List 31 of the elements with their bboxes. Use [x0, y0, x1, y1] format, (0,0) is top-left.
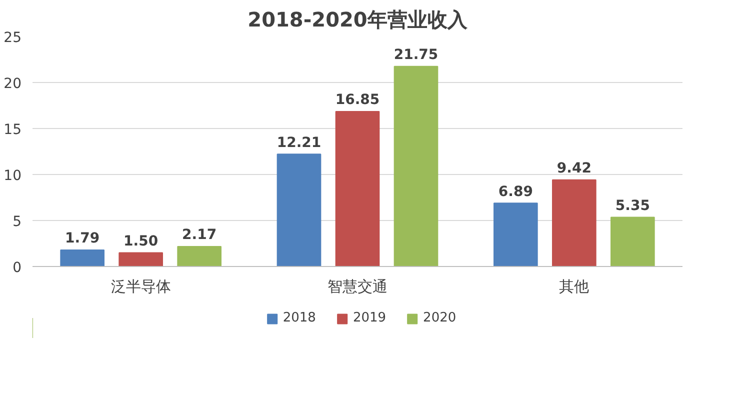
data-label: 2.17 [182, 227, 217, 244]
y-tick-label: 10 [4, 168, 22, 184]
data-label: 16.85 [335, 92, 380, 108]
data-label: 1.50 [124, 233, 158, 250]
data-label: 21.75 [394, 47, 438, 64]
bar [610, 216, 655, 266]
chart-title: 2018-2020年营业收入 [248, 8, 468, 32]
data-label: 5.35 [615, 198, 650, 214]
data-label: 9.42 [556, 160, 592, 176]
x-tick-label: 泛半导体 [110, 278, 171, 296]
bar [60, 250, 104, 266]
data-label: 12.21 [276, 134, 322, 151]
legend-label: 2018 [282, 310, 316, 326]
bar [335, 110, 380, 266]
legend-label: 2020 [423, 310, 456, 326]
y-tick-label: 5 [12, 214, 22, 230]
bar [177, 246, 222, 266]
y-tick-label: 25 [4, 30, 22, 46]
bar [494, 202, 538, 266]
y-tick-label: 15 [4, 122, 22, 138]
data-label: 1.79 [65, 230, 100, 247]
x-tick-label: 智慧交通 [328, 278, 388, 296]
x-tick-label: 其他 [559, 278, 590, 296]
bar [118, 252, 163, 266]
data-label: 6.89 [498, 184, 533, 200]
y-tick-label: 20 [4, 76, 22, 92]
y-tick-label: 0 [12, 260, 22, 276]
legend-label: 2019 [352, 310, 386, 326]
bar [394, 66, 438, 266]
bar [552, 179, 596, 266]
bar [276, 154, 322, 266]
